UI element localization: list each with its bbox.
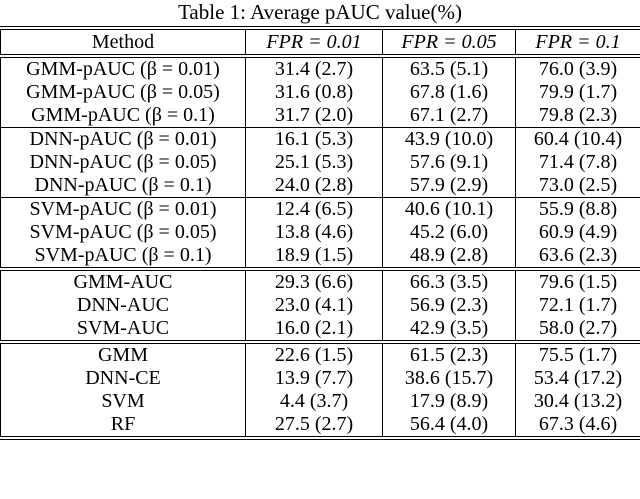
- table-row: SVM-AUC 16.0 (2.1) 42.9 (3.5) 58.0 (2.7): [0, 317, 640, 342]
- table-row: GMM-pAUC (β = 0.1) 31.7 (2.0) 67.1 (2.7) 79…: [0, 104, 640, 128]
- value-cell: 13.8 (4.6): [245, 221, 383, 244]
- results-table: Method FPR = 0.01 FPR = 0.05 FPR = 0.1 GMM-…: [0, 26, 640, 440]
- value-cell: 31.4 (2.7): [245, 55, 383, 81]
- table-row: GMM-AUC 29.3 (6.6) 66.3 (3.5) 79.6 (1.5): [0, 267, 640, 294]
- table-row: DNN-pAUC (β = 0.05) 25.1 (5.3) 57.6 (9.1) 7…: [0, 151, 640, 174]
- table-row: SVM 4.4 (3.7) 17.9 (8.9) 30.4 (13.2): [0, 390, 640, 413]
- value-cell: 40.6 (10.1): [382, 197, 516, 221]
- value-cell: 17.9 (8.9): [382, 390, 516, 413]
- value-cell: 38.6 (15.7): [382, 367, 516, 390]
- method-cell: DNN-AUC: [0, 294, 246, 317]
- value-cell: 73.0 (2.5): [515, 174, 640, 198]
- value-cell: 56.9 (2.3): [382, 294, 516, 317]
- value-cell: 57.9 (2.9): [382, 174, 516, 198]
- value-cell: 67.1 (2.7): [382, 104, 516, 128]
- method-cell: GMM-pAUC (β = 0.05): [0, 81, 246, 104]
- value-cell: 60.4 (10.4): [515, 127, 640, 151]
- value-cell: 45.2 (6.0): [382, 221, 516, 244]
- value-cell: 30.4 (13.2): [515, 390, 640, 413]
- table-title: Table 1: Average pAUC value(%): [178, 0, 462, 24]
- method-cell: SVM-pAUC (β = 0.1): [0, 244, 246, 269]
- method-cell: GMM-pAUC (β = 0.01): [0, 55, 246, 81]
- value-cell: 66.3 (3.5): [382, 267, 516, 294]
- value-cell: 27.5 (2.7): [245, 413, 383, 440]
- method-cell: GMM: [0, 340, 246, 367]
- method-cell: SVM-AUC: [0, 317, 246, 342]
- value-cell: 55.9 (8.8): [515, 197, 640, 221]
- value-cell: 22.6 (1.5): [245, 340, 383, 367]
- row-group: DNN-pAUC (β = 0.01) 16.1 (5.3) 43.9 (10.0)…: [0, 127, 640, 198]
- value-cell: 75.5 (1.7): [515, 340, 640, 367]
- value-cell: 60.9 (4.9): [515, 221, 640, 244]
- value-cell: 53.4 (17.2): [515, 367, 640, 390]
- value-cell: 31.6 (0.8): [245, 81, 383, 104]
- value-cell: 57.6 (9.1): [382, 151, 516, 174]
- value-cell: 63.6 (2.3): [515, 244, 640, 269]
- header-cell: Method: [0, 26, 246, 58]
- row-group: GMM-pAUC (β = 0.01) 31.4 (2.7) 63.5 (5.1) 7…: [0, 55, 640, 128]
- value-cell: 16.1 (5.3): [245, 127, 383, 151]
- table-row: SVM-pAUC (β = 0.05) 13.8 (4.6) 45.2 (6.0) 6…: [0, 221, 640, 244]
- method-cell: DNN-CE: [0, 367, 246, 390]
- method-cell: GMM-AUC: [0, 267, 246, 294]
- value-cell: 79.8 (2.3): [515, 104, 640, 128]
- value-cell: 13.9 (7.7): [245, 367, 383, 390]
- value-cell: 42.9 (3.5): [382, 317, 516, 342]
- value-cell: 24.0 (2.8): [245, 174, 383, 198]
- value-cell: 18.9 (1.5): [245, 244, 383, 269]
- value-cell: 48.9 (2.8): [382, 244, 516, 269]
- value-cell: 23.0 (4.1): [245, 294, 383, 317]
- method-cell: SVM-pAUC (β = 0.01): [0, 197, 246, 221]
- value-cell: 16.0 (2.1): [245, 317, 383, 342]
- method-cell: RF: [0, 413, 246, 440]
- method-cell: SVM-pAUC (β = 0.05): [0, 221, 246, 244]
- table-row: DNN-pAUC (β = 0.01) 16.1 (5.3) 43.9 (10.0)…: [0, 127, 640, 151]
- method-cell: DNN-pAUC (β = 0.01): [0, 127, 246, 151]
- table-row: GMM-pAUC (β = 0.01) 31.4 (2.7) 63.5 (5.1) 7…: [0, 55, 640, 81]
- method-cell: GMM-pAUC (β = 0.1): [0, 104, 246, 128]
- value-cell: 29.3 (6.6): [245, 267, 383, 294]
- table-row: DNN-CE 13.9 (7.7) 38.6 (15.7) 53.4 (17.2): [0, 367, 640, 390]
- header-cell: FPR = 0.1: [515, 26, 640, 58]
- method-cell: DNN-pAUC (β = 0.1): [0, 174, 246, 198]
- value-cell: 61.5 (2.3): [382, 340, 516, 367]
- header-row: Method FPR = 0.01 FPR = 0.05 FPR = 0.1: [0, 26, 640, 58]
- row-group: GMM-AUC 29.3 (6.6) 66.3 (3.5) 79.6 (1.5) DNN…: [0, 267, 640, 342]
- value-cell: 67.3 (4.6): [515, 413, 640, 440]
- value-cell: 31.7 (2.0): [245, 104, 383, 128]
- value-cell: 25.1 (5.3): [245, 151, 383, 174]
- value-cell: 71.4 (7.8): [515, 151, 640, 174]
- value-cell: 12.4 (6.5): [245, 197, 383, 221]
- value-cell: 79.9 (1.7): [515, 81, 640, 104]
- value-cell: 43.9 (10.0): [382, 127, 516, 151]
- row-group: GMM 22.6 (1.5) 61.5 (2.3) 75.5 (1.7) DNN-CE 1…: [0, 340, 640, 440]
- value-cell: 72.1 (1.7): [515, 294, 640, 317]
- table-row: DNN-pAUC (β = 0.1) 24.0 (2.8) 57.9 (2.9) 73…: [0, 174, 640, 198]
- table-row: GMM-pAUC (β = 0.05) 31.6 (0.8) 67.8 (1.6) 7…: [0, 81, 640, 104]
- header-cell: FPR = 0.05: [382, 26, 516, 58]
- table-row: RF 27.5 (2.7) 56.4 (4.0) 67.3 (4.6): [0, 413, 640, 440]
- table-row: SVM-pAUC (β = 0.1) 18.9 (1.5) 48.9 (2.8) 63…: [0, 244, 640, 269]
- method-cell: DNN-pAUC (β = 0.05): [0, 151, 246, 174]
- value-cell: 63.5 (5.1): [382, 55, 516, 81]
- row-group: SVM-pAUC (β = 0.01) 12.4 (6.5) 40.6 (10.1)…: [0, 197, 640, 269]
- value-cell: 4.4 (3.7): [245, 390, 383, 413]
- value-cell: 76.0 (3.9): [515, 55, 640, 81]
- method-cell: SVM: [0, 390, 246, 413]
- table-row: DNN-AUC 23.0 (4.1) 56.9 (2.3) 72.1 (1.7): [0, 294, 640, 317]
- value-cell: 58.0 (2.7): [515, 317, 640, 342]
- table-row: SVM-pAUC (β = 0.01) 12.4 (6.5) 40.6 (10.1)…: [0, 197, 640, 221]
- table-row: GMM 22.6 (1.5) 61.5 (2.3) 75.5 (1.7): [0, 340, 640, 367]
- value-cell: 67.8 (1.6): [382, 81, 516, 104]
- header-cell: FPR = 0.01: [245, 26, 383, 58]
- value-cell: 56.4 (4.0): [382, 413, 516, 440]
- value-cell: 79.6 (1.5): [515, 267, 640, 294]
